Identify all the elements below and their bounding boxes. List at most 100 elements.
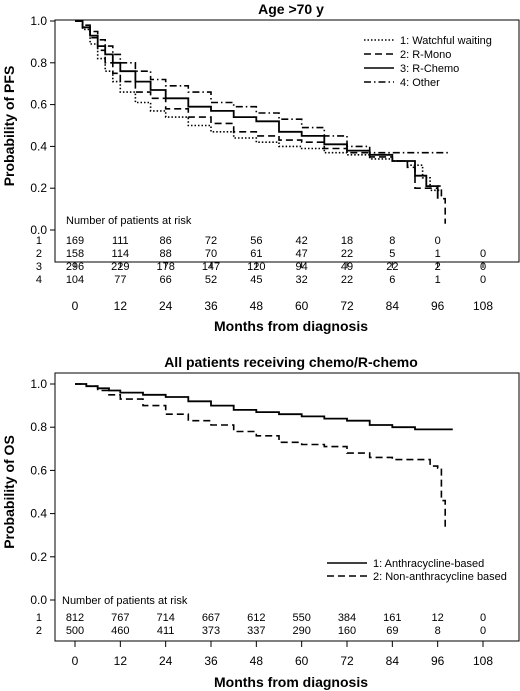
- risk-count: 0: [435, 235, 441, 247]
- risk-count: 0: [480, 261, 486, 273]
- risk-count: 0: [480, 274, 486, 286]
- x-tick-label: 0: [72, 654, 79, 668]
- risk-count: 667: [202, 612, 220, 624]
- series-line-2: [75, 383, 446, 529]
- risk-count: 8: [389, 235, 395, 247]
- y-tick-label: 0.8: [30, 420, 47, 434]
- risk-count: 2: [435, 261, 441, 273]
- y-axis-label: Probability of PFS: [1, 66, 17, 187]
- risk-count: 12: [432, 612, 444, 624]
- y-tick-label: 0.4: [30, 139, 47, 153]
- risk-count: 178: [156, 261, 174, 273]
- risk-count: 8: [435, 625, 441, 637]
- risk-count: 45: [250, 274, 262, 286]
- risk-count: 160: [338, 625, 356, 637]
- x-tick-label: 48: [250, 299, 264, 313]
- risk-count: 169: [66, 235, 84, 247]
- risk-count: 47: [296, 248, 308, 260]
- risk-row-label: 4: [36, 274, 42, 286]
- risk-count: 612: [247, 612, 265, 624]
- y-tick-label: 1.0: [30, 377, 47, 391]
- chart-title: Age >70 y: [258, 1, 324, 17]
- risk-count: 0: [480, 625, 486, 637]
- risk-count: 52: [205, 274, 217, 286]
- chart-title: All patients receiving chemo/R-chemo: [164, 354, 418, 370]
- risk-count: 229: [111, 261, 129, 273]
- risk-count: 22: [386, 261, 398, 273]
- risk-count: 69: [386, 625, 398, 637]
- risk-row-label: 2: [36, 625, 42, 637]
- risk-table-header: Number of patients at risk: [62, 595, 188, 607]
- risk-count: 296: [66, 261, 84, 273]
- x-tick-label: 108: [473, 654, 493, 668]
- risk-count: 5: [389, 248, 395, 260]
- y-tick-label: 0.0: [30, 223, 47, 237]
- risk-count: 22: [341, 248, 353, 260]
- risk-count: 411: [157, 625, 175, 637]
- x-tick-label: 60: [295, 299, 309, 313]
- y-tick-label: 0.2: [30, 550, 47, 564]
- risk-count: 111: [112, 235, 129, 247]
- y-tick-label: 0.6: [30, 463, 47, 477]
- x-tick-label: 48: [250, 654, 264, 668]
- risk-count: 0: [480, 612, 486, 624]
- os-panel: All patients receiving chemo/R-chemo Pro…: [1, 354, 520, 690]
- series-line-3: [75, 20, 439, 199]
- legend-label: 3: R-Chemo: [400, 63, 459, 75]
- x-tick-label: 72: [340, 654, 354, 668]
- risk-count: 500: [66, 625, 84, 637]
- risk-count: 161: [383, 612, 401, 624]
- plot-frame: [54, 19, 520, 263]
- risk-count: 767: [111, 612, 129, 624]
- x-tick-label: 12: [114, 299, 128, 313]
- legend-label: 1: Watchful waiting: [400, 35, 492, 47]
- x-tick-label: 84: [386, 654, 400, 668]
- risk-count: 94: [296, 261, 308, 273]
- y-tick-label: 0.2: [30, 181, 47, 195]
- x-tick-label: 24: [159, 654, 173, 668]
- x-tick-label: 0: [72, 299, 79, 313]
- x-tick-label: 108: [473, 299, 493, 313]
- risk-count: 714: [156, 612, 174, 624]
- y-tick-label: 0.4: [30, 507, 47, 521]
- risk-count: 147: [202, 261, 220, 273]
- x-tick-label: 36: [204, 299, 218, 313]
- risk-row-label: 1: [36, 235, 42, 247]
- x-tick-label: 24: [159, 299, 173, 313]
- risk-count: 114: [112, 248, 130, 260]
- y-tick-label: 0.8: [30, 56, 47, 70]
- risk-count: 49: [341, 261, 353, 273]
- risk-count: 77: [114, 274, 126, 286]
- series-line-2: [75, 20, 446, 224]
- risk-count: 120: [247, 261, 265, 273]
- legend-label: 4: Other: [400, 77, 440, 89]
- risk-count: 550: [292, 612, 310, 624]
- series-line-1: [75, 20, 442, 192]
- legend-label: 2: Non-anthracycline based: [373, 571, 507, 583]
- risk-count: 384: [338, 612, 356, 624]
- plot-frame: [54, 372, 520, 642]
- risk-row-label: 3: [36, 261, 42, 273]
- x-tick-label: 60: [295, 654, 309, 668]
- series-line-1: [75, 383, 453, 431]
- x-tick-label: 36: [204, 654, 218, 668]
- y-tick-label: 0.6: [30, 98, 47, 112]
- x-tick-label: 72: [340, 299, 354, 313]
- risk-count: 72: [205, 235, 217, 247]
- x-tick-label: 84: [386, 299, 400, 313]
- risk-count: 1: [435, 274, 441, 286]
- risk-count: 66: [160, 274, 172, 286]
- risk-count: 6: [389, 274, 395, 286]
- risk-count: 42: [296, 235, 308, 247]
- risk-count: 1: [435, 248, 441, 260]
- x-axis-label: Months from diagnosis: [214, 674, 368, 690]
- risk-count: 812: [66, 612, 84, 624]
- legend-label: 1: Anthracycline-based: [373, 558, 484, 570]
- risk-count: 373: [202, 625, 220, 637]
- risk-count: 290: [292, 625, 310, 637]
- x-axis-label: Months from diagnosis: [214, 318, 368, 334]
- pfs-panel: Age >70 y Probability of PFS Months from…: [1, 1, 520, 334]
- risk-count: 460: [111, 625, 129, 637]
- risk-count: 56: [250, 235, 262, 247]
